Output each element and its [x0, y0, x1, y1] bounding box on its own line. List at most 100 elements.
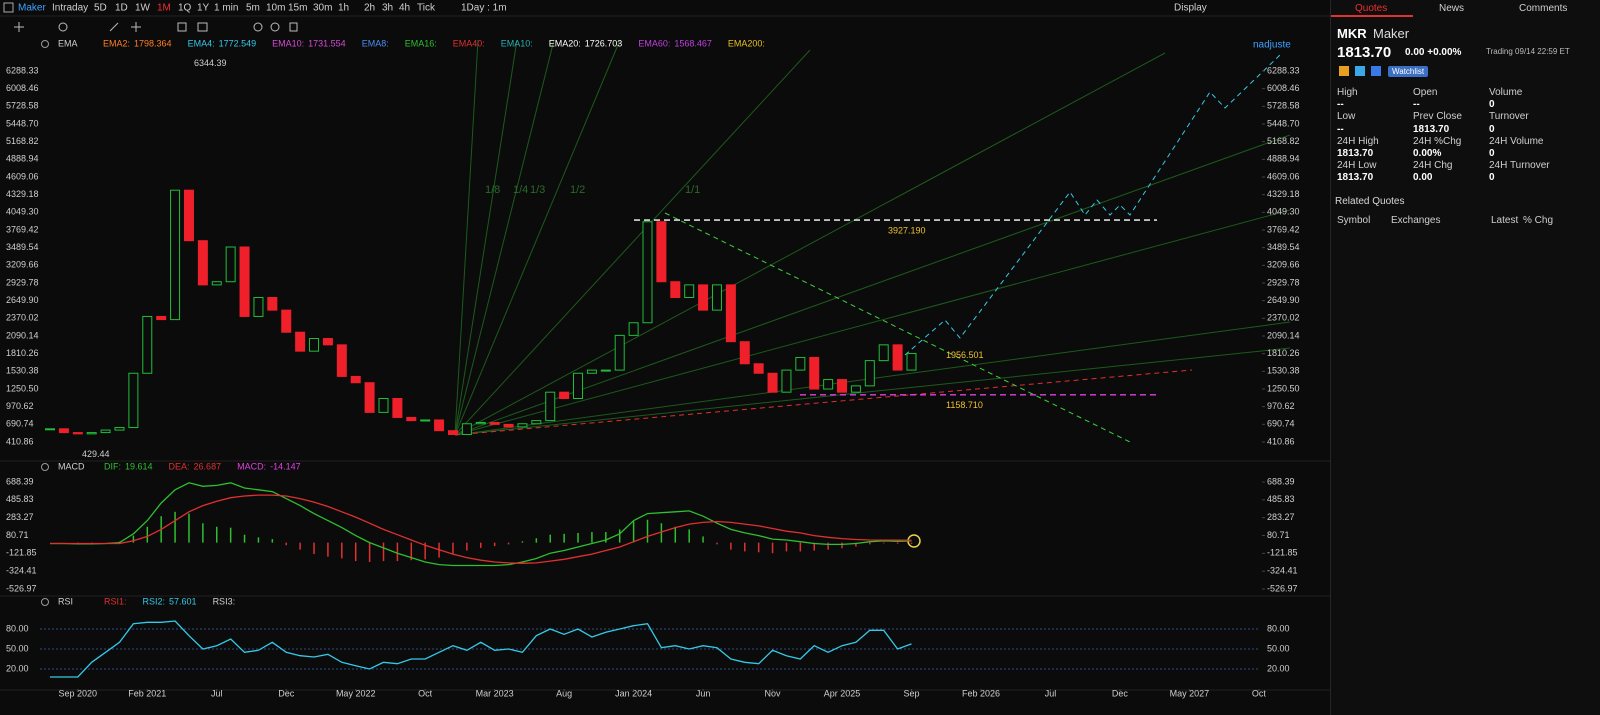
y-tick-label: 20.00 [6, 663, 29, 673]
tool-icon[interactable] [58, 22, 68, 32]
macd-bar [605, 532, 607, 543]
y-tick-label: 4888.94 [6, 154, 39, 164]
column-header[interactable]: Exchanges [1391, 215, 1441, 226]
fan-label: 1/8 [485, 184, 500, 196]
period-button[interactable]: 1Y [197, 3, 210, 14]
period-button[interactable]: 1W [135, 3, 151, 14]
fan-label: 1/2 [570, 184, 585, 196]
candle [711, 284, 722, 311]
period-button[interactable]: 1Q [178, 3, 192, 14]
period-button[interactable]: 15m [288, 3, 307, 14]
stat-label: 24H Low [1337, 160, 1377, 172]
candle [100, 429, 111, 434]
period-button[interactable]: Tick [417, 3, 436, 14]
macd-bar [354, 542, 357, 562]
period-button[interactable]: 10m [266, 3, 285, 14]
legend-value: -14.147 [270, 461, 301, 471]
period-button[interactable]: Intraday [52, 3, 88, 14]
period-button[interactable]: 1D [115, 3, 128, 14]
candle [45, 428, 56, 431]
y-tick-label: 2370.02 [6, 313, 39, 323]
candle [503, 423, 514, 428]
symbol-tab[interactable]: Maker [18, 3, 46, 14]
stat-label: Prev Close [1413, 111, 1462, 123]
macd-bar [424, 542, 426, 560]
candle [475, 421, 486, 425]
badge [1339, 66, 1349, 76]
display-menu[interactable]: Display [1174, 3, 1207, 14]
watchlist-button[interactable]: Watchlist [1388, 66, 1429, 77]
y-tick-label: 970.62 [6, 401, 34, 411]
stat-value: 1813.70 [1337, 172, 1374, 184]
tool-icon[interactable] [270, 22, 280, 32]
macd-bar [466, 542, 468, 551]
stat-label: 24H Turnover [1489, 160, 1550, 172]
stat-label: Volume [1489, 87, 1523, 98]
period-button[interactable]: 5D [94, 3, 107, 14]
period-button[interactable]: 1 min [214, 3, 238, 14]
settings-icon [41, 463, 49, 471]
sidebar-icon[interactable] [3, 2, 14, 13]
badge [1371, 66, 1381, 76]
legend-value: 1731.554 [308, 38, 346, 48]
macd-bar [716, 542, 718, 545]
tool-icon[interactable] [177, 22, 187, 32]
candle [295, 331, 306, 352]
macd-line [50, 482, 912, 567]
candle [698, 284, 709, 311]
stat-value: 0 [1489, 123, 1495, 135]
period-button[interactable]: 4h [399, 3, 410, 14]
x-tick-label: Dec [1112, 688, 1129, 698]
candle [183, 189, 194, 242]
candle [878, 344, 889, 362]
move-tool[interactable] [14, 22, 24, 32]
period-button[interactable]: 1h [338, 3, 349, 14]
macd-bar [535, 538, 538, 543]
column-header[interactable]: % Chg [1523, 215, 1554, 226]
stat-value: 0 [1489, 148, 1495, 159]
tool-icon[interactable] [253, 22, 263, 32]
macd-bar [410, 542, 413, 561]
legend-value: 26.687 [194, 461, 222, 471]
candle [406, 416, 417, 422]
macd-bar [382, 542, 385, 562]
column-header[interactable]: Symbol [1337, 215, 1371, 226]
period-button[interactable]: 3h [382, 3, 393, 14]
low-marker: 429.44 [82, 449, 110, 459]
candle [392, 397, 403, 418]
macd-bar [730, 542, 732, 550]
period-button[interactable]: 1M [157, 3, 171, 14]
interval-select[interactable]: 1Day : 1m [461, 3, 507, 14]
candle [170, 189, 181, 321]
tool-icon[interactable] [289, 22, 298, 32]
panel-tab[interactable]: Quotes [1355, 3, 1388, 14]
y-tick-label: -324.41 [6, 566, 37, 576]
tool-icon[interactable] [131, 22, 141, 32]
legend-name: EMA8: [362, 38, 389, 48]
tool-icon[interactable] [197, 22, 208, 32]
y-tick-label: 283.27 [1267, 512, 1295, 522]
period-button[interactable]: 5m [246, 3, 260, 14]
tool-icon[interactable] [109, 22, 119, 32]
period-button[interactable]: 30m [313, 3, 332, 14]
x-tick-label: Nov [765, 688, 782, 698]
candle [656, 221, 667, 283]
stat-value: 0.00% [1413, 148, 1442, 159]
panel-tab[interactable]: News [1439, 3, 1465, 14]
candle [795, 356, 806, 371]
candle [142, 315, 153, 374]
drawing-tools [14, 22, 298, 32]
y-tick-label: -324.41 [1267, 566, 1298, 576]
macd-bar [702, 536, 704, 543]
macd-bar [521, 541, 524, 543]
column-header[interactable]: Latest [1491, 215, 1519, 226]
candle [809, 356, 820, 390]
fan-line [454, 49, 811, 436]
settings-icon [41, 598, 49, 606]
candle [684, 284, 695, 299]
y-tick-label: 50.00 [6, 643, 29, 653]
macd-bar [202, 523, 204, 543]
panel-tab[interactable]: Comments [1519, 3, 1568, 14]
adjust-label[interactable]: nadjuste [1253, 40, 1291, 51]
period-button[interactable]: 2h [364, 3, 375, 14]
